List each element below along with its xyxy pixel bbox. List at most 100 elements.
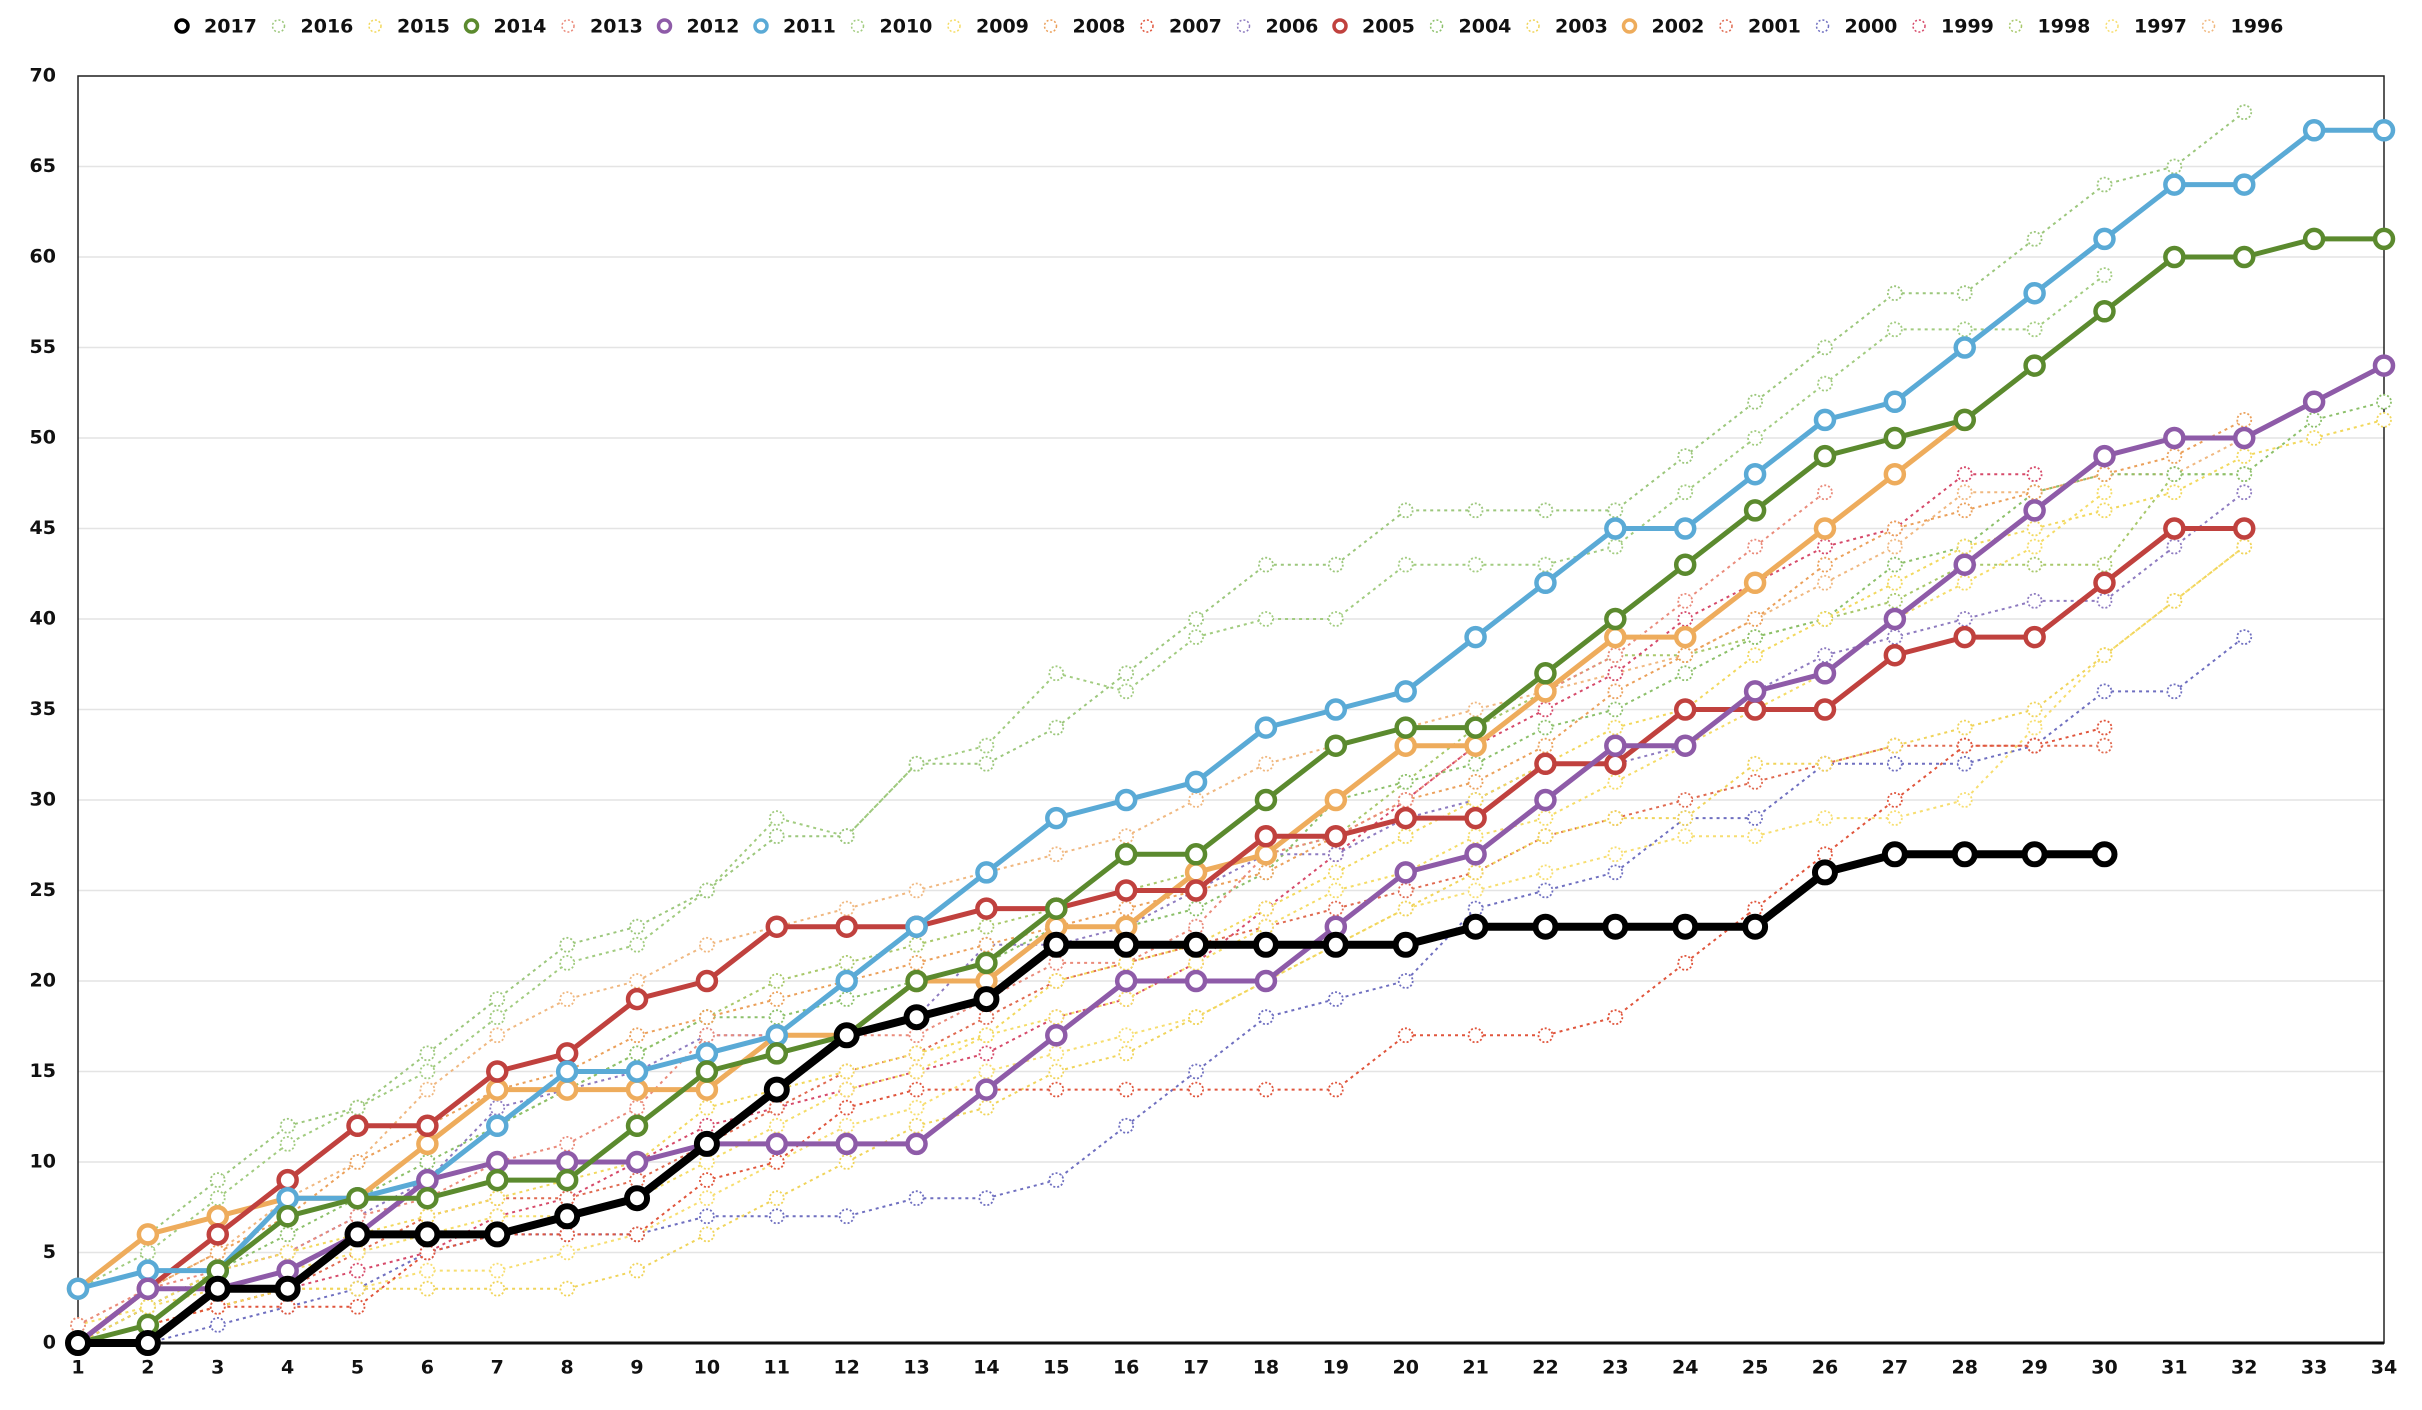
data-point [625, 1078, 649, 1101]
data-point [2372, 227, 2396, 251]
x-tick-label: 9 [630, 1357, 643, 1379]
data-point [1467, 502, 1484, 519]
data-point [1534, 571, 1557, 595]
data-point [1467, 556, 1484, 573]
data-point [695, 969, 719, 993]
legend-marker [271, 19, 286, 33]
data-point [1258, 755, 1274, 772]
x-tick-label: 30 [2091, 1357, 2117, 1379]
legend-label: 1999 [1941, 16, 1994, 38]
data-point [1953, 625, 1976, 649]
data-point [1045, 1024, 1068, 1047]
data-point [1813, 444, 1837, 468]
data-point [1747, 828, 1763, 845]
x-tick-label: 34 [2371, 1357, 2397, 1379]
data-point [1747, 629, 1763, 645]
data-point [279, 1244, 296, 1261]
data-point [136, 1223, 160, 1246]
data-point [2166, 538, 2183, 555]
data-point [1118, 955, 1135, 971]
data-point [489, 1208, 506, 1225]
data-point [1817, 810, 1833, 826]
data-point [346, 1186, 369, 1210]
data-point [1747, 430, 1763, 446]
data-point [2096, 719, 2113, 736]
data-point [1537, 1027, 1554, 1044]
data-point [349, 1298, 366, 1315]
data-point [1327, 611, 1344, 627]
data-point [838, 828, 855, 845]
data-point [1743, 571, 1767, 595]
legend-marker [561, 19, 575, 33]
x-tick-label: 26 [1812, 1357, 1838, 1379]
data-point [1324, 734, 1348, 757]
data-point [2166, 683, 2183, 700]
data-point [2026, 321, 2043, 338]
data-point [206, 1223, 230, 1246]
data-point [279, 1226, 296, 1243]
data-point [1258, 1009, 1274, 1026]
data-point [1394, 861, 1417, 884]
legend-marker [1236, 19, 1251, 33]
data-point [1743, 680, 1767, 703]
data-point [416, 1168, 439, 1192]
data-point [1537, 810, 1554, 826]
legend-label: 1998 [2038, 16, 2091, 38]
data-point [1397, 882, 1414, 899]
data-point [1607, 665, 1624, 682]
data-point [1956, 755, 1973, 772]
data-point [134, 1330, 161, 1356]
data-point [1043, 931, 1070, 958]
data-point [2093, 300, 2116, 323]
data-point [2166, 466, 2183, 483]
data-point [1673, 517, 1697, 540]
data-point [1188, 900, 1204, 917]
data-point [2376, 393, 2392, 410]
data-point [1813, 517, 1837, 540]
data-point [1677, 593, 1694, 609]
data-point [978, 1045, 995, 1062]
data-point [1956, 574, 1973, 591]
data-point [486, 1150, 509, 1174]
data-point [1118, 1081, 1135, 1098]
data-point [554, 1203, 581, 1230]
data-point [1397, 900, 1414, 917]
data-point [204, 1275, 231, 1302]
data-point [1327, 556, 1344, 573]
y-tick-label: 55 [30, 336, 56, 358]
series-line [77, 236, 2384, 1346]
data-point [629, 1262, 645, 1279]
data-point [1118, 1045, 1135, 1062]
legend-marker [753, 18, 769, 34]
data-point [419, 1208, 436, 1225]
data-point [414, 1221, 441, 1248]
data-point [2232, 426, 2256, 450]
data-point [1254, 716, 1278, 739]
legend-marker [463, 18, 480, 34]
data-point [1747, 810, 1763, 826]
data-point [1048, 1063, 1065, 1080]
y-tick-label: 15 [30, 1060, 56, 1082]
data-point [1747, 774, 1763, 790]
x-tick-label: 7 [491, 1357, 504, 1379]
data-point [2166, 484, 2183, 501]
data-point [139, 1244, 156, 1261]
legend-label: 2005 [1362, 16, 1415, 38]
x-tick-label: 12 [833, 1357, 859, 1379]
data-point [908, 755, 925, 772]
data-point [349, 1262, 366, 1279]
legend-label: 2016 [301, 16, 354, 38]
data-point [905, 915, 928, 938]
data-point [1327, 882, 1344, 899]
data-point [838, 900, 855, 917]
data-point [838, 955, 855, 971]
data-point [1813, 662, 1837, 685]
y-tick-label: 30 [30, 789, 56, 811]
x-tick-label: 13 [903, 1357, 929, 1379]
data-point [768, 1190, 785, 1207]
data-point [489, 1190, 506, 1207]
data-point [1397, 973, 1414, 989]
y-tick-label: 0 [43, 1332, 56, 1354]
data-point [2236, 411, 2253, 428]
data-point [903, 1004, 930, 1031]
